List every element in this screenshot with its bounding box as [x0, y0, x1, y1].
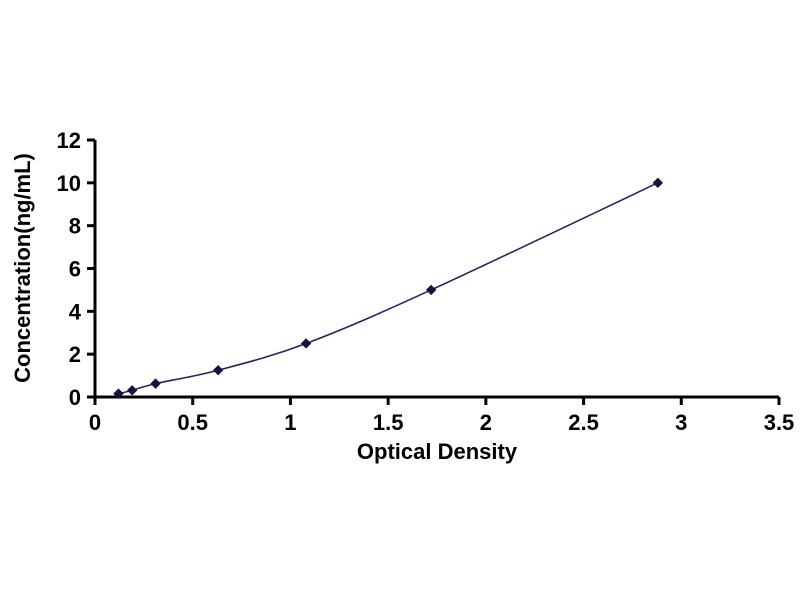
y-tick-label: 0 — [69, 385, 81, 410]
y-axis-title: Concentration(ng/mL) — [10, 153, 35, 383]
y-tick-label: 10 — [57, 171, 81, 196]
data-point-marker — [113, 388, 124, 399]
data-point-marker — [212, 365, 224, 376]
x-tick-label: 2 — [480, 410, 492, 435]
y-tick-label: 2 — [69, 342, 81, 367]
y-tick-label: 12 — [57, 128, 81, 153]
data-point-marker — [150, 378, 161, 389]
axis-ticks — [87, 138, 781, 405]
data-point-marker — [425, 284, 437, 296]
x-axis-title: Optical Density — [357, 439, 518, 464]
axes — [93, 140, 779, 399]
data-point-marker — [126, 385, 138, 396]
y-tick-label: 4 — [69, 299, 82, 324]
axis-tick-labels: 0 0.5 1 1.5 2 2.5 3 3.5 0 2 4 6 8 10 12 — [57, 128, 795, 435]
x-tick-label: 2.5 — [568, 410, 599, 435]
data-point-marker — [300, 338, 312, 349]
y-tick-label: 6 — [69, 257, 81, 282]
y-tick-label: 8 — [69, 214, 81, 239]
data-point-marker — [652, 177, 664, 189]
x-tick-label: 1 — [284, 410, 296, 435]
x-tick-label: 0 — [89, 410, 101, 435]
x-tick-label: 3.5 — [764, 410, 795, 435]
x-tick-label: 0.5 — [177, 410, 208, 435]
curve-line — [118, 182, 659, 395]
data-series — [113, 177, 664, 399]
axis-spines — [93, 140, 779, 399]
x-tick-label: 3 — [675, 410, 687, 435]
x-tick-label: 1.5 — [373, 410, 404, 435]
